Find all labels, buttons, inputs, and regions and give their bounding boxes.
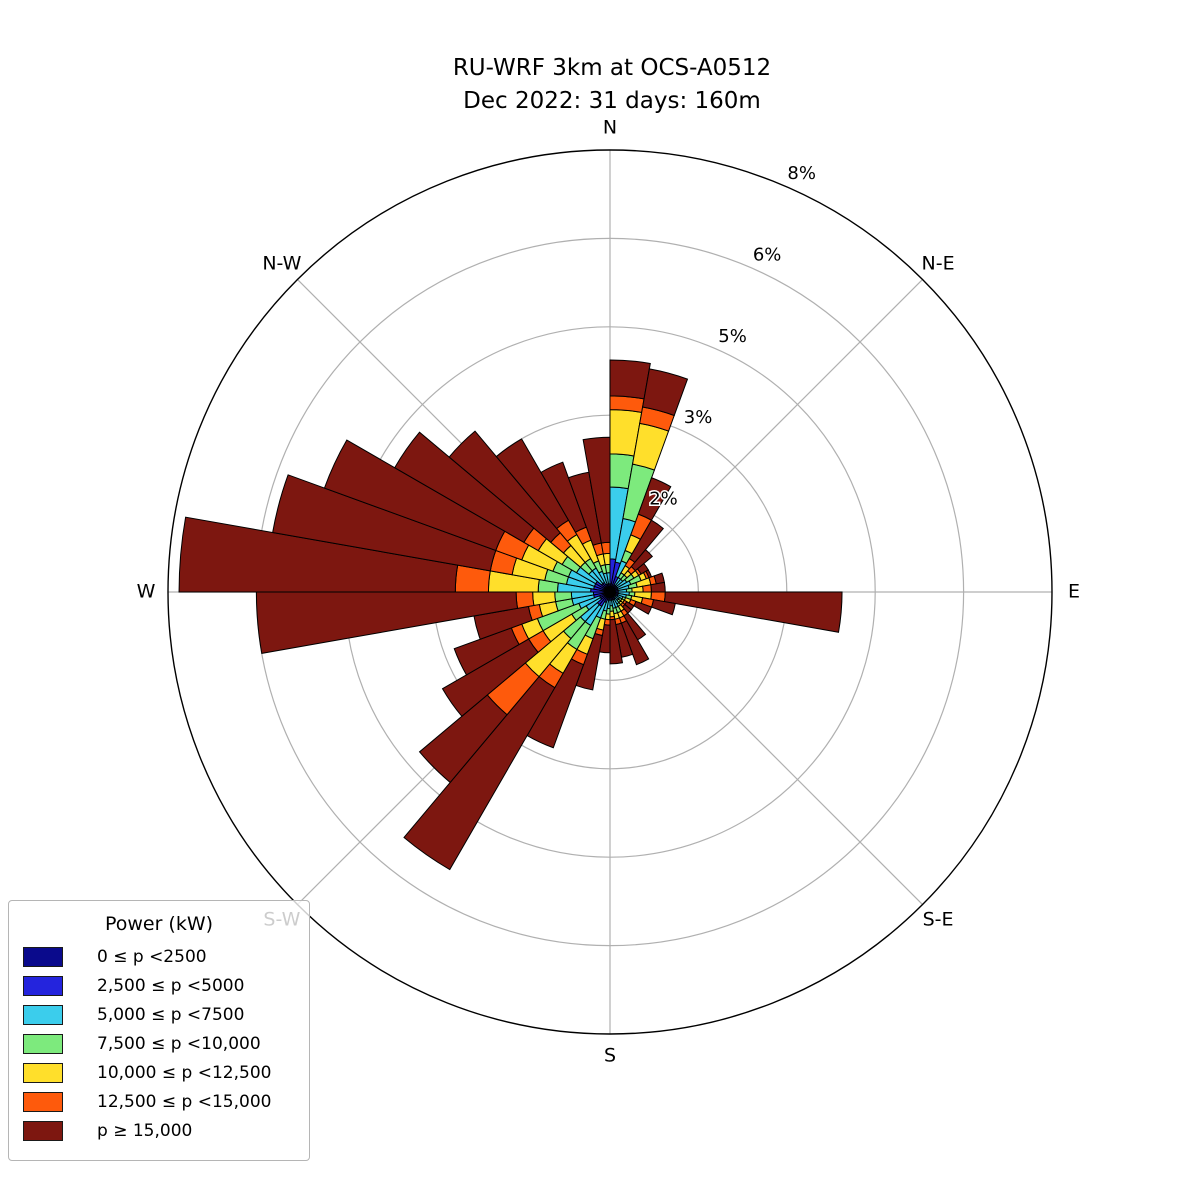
radial-tick-label: 2% (649, 489, 678, 510)
legend-entry: p ≥ 15,000 (23, 1121, 303, 1141)
radial-tick-label: 8% (787, 163, 816, 184)
wind-petal-segment (600, 541, 611, 555)
legend-title: Power (kW) (104, 913, 214, 935)
chart-title-block: RU-WRF 3km at OCS-A0512 Dec 2022: 31 day… (0, 52, 1200, 118)
chart-title: RU-WRF 3km at OCS-A0512 (452, 55, 772, 81)
legend-entry-label: 0 ≤ p <2500 (97, 947, 207, 967)
legend: Power (kW) 0 ≤ p <2500 2,500 ≤ p <5000 5,0… (8, 900, 310, 1161)
grid-spoke (609, 591, 923, 905)
radial-tick-label: 6% (753, 244, 782, 265)
direction-label-n-e: N-E (922, 252, 955, 274)
legend-entry: 7,500 ≤ p <10,000 (23, 1034, 303, 1054)
wind-petal-segment (515, 591, 535, 609)
legend-swatch-icon (23, 1092, 63, 1112)
wind-petal-segment (604, 563, 611, 574)
legend-swatch-icon (23, 1063, 63, 1083)
legend-entry-label: p ≥ 15,000 (97, 1121, 193, 1141)
legend-swatch-icon (23, 1121, 63, 1141)
wind-petal-segment (609, 610, 615, 618)
legend-entry-label: 5,000 ≤ p <7500 (97, 1005, 245, 1025)
legend-entry-label: 7,500 ≤ p <10,000 (97, 1034, 261, 1054)
legend-entry-label: 12,500 ≤ p <15,000 (97, 1092, 272, 1112)
legend-entry-label: 2,500 ≤ p <5000 (97, 976, 245, 996)
legend-entry: 0 ≤ p <2500 (23, 947, 303, 967)
grid-ring (167, 149, 1053, 1035)
wind-petal-segment (609, 605, 614, 612)
direction-label-w: W (137, 581, 156, 603)
wind-petal-segment (582, 436, 611, 544)
legend-swatch-icon (23, 1034, 63, 1054)
legend-entry: 10,000 ≤ p <12,500 (23, 1063, 303, 1083)
wind-petal-segment (625, 587, 633, 593)
wind-petal-segment (642, 584, 652, 593)
wind-petal-segment (609, 359, 651, 400)
legend-entries: 0 ≤ p <2500 2,500 ≤ p <5000 5,000 ≤ p <750… (15, 947, 303, 1141)
direction-label-s: S (604, 1045, 616, 1067)
legend-entry: 2,500 ≤ p <5000 (23, 976, 303, 996)
legend-swatch-icon (23, 947, 63, 967)
radial-tick-label: 5% (718, 326, 747, 347)
legend-entry: 5,000 ≤ p <7500 (23, 1005, 303, 1025)
legend-swatch-icon (23, 976, 63, 996)
direction-label-n: N (603, 117, 617, 139)
chart-subtitle: Dec 2022: 31 days: 160m (463, 88, 761, 114)
radial-tick-label: 3% (684, 407, 713, 428)
legend-entry-label: 10,000 ≤ p <12,500 (97, 1063, 272, 1083)
direction-label-n-w: N-W (262, 252, 301, 274)
direction-label-e: E (1068, 581, 1080, 603)
legend-swatch-icon (23, 1005, 63, 1025)
wind-petal-segment (642, 368, 689, 417)
legend-entry: 12,500 ≤ p <15,000 (23, 1092, 303, 1112)
grid-spoke (609, 279, 923, 593)
direction-label-s-e: S-E (923, 909, 954, 931)
